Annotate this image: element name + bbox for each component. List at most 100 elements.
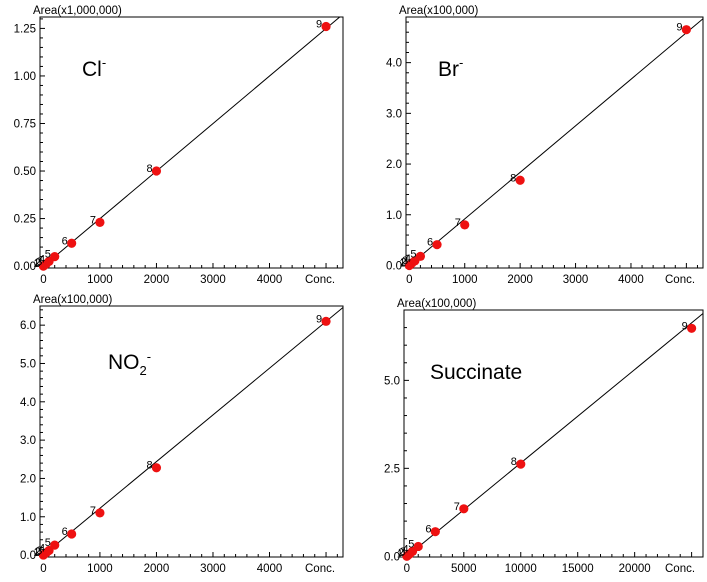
y-tick-label: 1.00 [14, 71, 36, 83]
point-label-8: 8 [510, 172, 516, 184]
data-point-6 [67, 238, 77, 248]
data-point-7 [460, 220, 470, 230]
analyte-label: NO2- [108, 349, 151, 378]
plot-frame [405, 16, 704, 269]
point-label-5: 5 [408, 538, 414, 550]
y-tick-label: 3.0 [20, 435, 36, 447]
chart-bromide: Area(x100,000)Conc.0 1000 2000 3000 40000.01… [386, 5, 704, 286]
data-point-8 [515, 175, 525, 185]
calibration-line [405, 313, 703, 557]
analyte-label: Cl- [82, 55, 106, 81]
y-axis-title: Area(x1,000,000) [33, 5, 122, 17]
y-tick-label: 6.0 [20, 320, 36, 332]
x-tick-label: 0 [40, 274, 46, 286]
y-axis-title: Area(x100,000) [397, 298, 476, 310]
plot-frame [39, 305, 344, 558]
point-label-9: 9 [676, 22, 682, 34]
point-label-5: 5 [45, 537, 51, 549]
point-label-1: 1 [397, 548, 403, 560]
data-point-8 [516, 459, 526, 469]
x-tick-label: 4000 [618, 274, 644, 286]
x-tick-label: 15000 [562, 563, 594, 575]
point-label-7: 7 [455, 217, 461, 229]
y-tick-label: 2.0 [20, 473, 36, 485]
point-label-4: 4 [39, 253, 45, 265]
y-axis-title: Area(x100,000) [33, 294, 112, 306]
analyte-name: Cl [82, 58, 102, 81]
analyte-name: Br [438, 58, 459, 81]
point-label-9: 9 [682, 320, 688, 332]
y-tick-label: 1.25 [14, 23, 36, 35]
point-label-3: 3 [402, 255, 408, 267]
point-label-7: 7 [90, 214, 96, 226]
panel-chloride: Area(x1,000,000) Conc. 0 1000 2000 3000 4000 0.… [0, 5, 353, 288]
data-point-9 [687, 323, 697, 333]
point-label-6: 6 [427, 237, 433, 249]
analyte-charge: - [459, 55, 463, 70]
x-axis-title: Conc. [665, 563, 695, 575]
analyte-name: NO [108, 351, 140, 374]
x-tick-label: 2000 [507, 274, 533, 286]
y-tick-label: 0.0 [384, 551, 400, 563]
point-label-2: 2 [35, 257, 41, 269]
data-point-7 [459, 504, 469, 514]
chart-chloride: Area(x1,000,000) Conc. 0 1000 2000 3000 4000 0.… [14, 5, 344, 286]
point-label-6: 6 [425, 524, 431, 536]
x-tick-label: 2000 [144, 274, 170, 286]
analyte-charge: - [147, 349, 151, 364]
point-label-2: 2 [35, 546, 41, 558]
x-tick-label: 20000 [619, 563, 651, 575]
point-label-5: 5 [45, 249, 51, 261]
data-point-8 [151, 463, 162, 473]
plot-frame [403, 309, 704, 558]
x-tick-label: 4000 [257, 274, 283, 286]
y-tick-label: 4.0 [386, 58, 402, 70]
point-label-7: 7 [454, 501, 460, 513]
y-tick-label: 1.0 [386, 210, 402, 222]
point-label-2: 2 [398, 547, 404, 559]
point-label-7: 7 [90, 505, 96, 517]
y-tick-label: 0.50 [14, 166, 36, 178]
chart-nitrite: Area(x100,000)Conc.0 1000 2000 3000 40000.01… [20, 294, 344, 575]
x-tick-label: 5000 [451, 563, 477, 575]
x-axis-title: Conc. [305, 274, 335, 286]
chart-succinate: Area(x100,000) Conc. 0 5000 10000 15000 20000 0… [384, 298, 704, 575]
data-point-9 [321, 21, 331, 32]
point-label-8: 8 [511, 456, 517, 468]
point-label-9: 9 [316, 19, 322, 31]
y-tick-label: 5.0 [384, 375, 400, 387]
point-label-3: 3 [36, 545, 42, 557]
x-tick-label: 3000 [200, 563, 226, 575]
data-point-9 [681, 25, 691, 35]
point-label-3: 3 [400, 546, 406, 558]
x-tick-label: 10000 [505, 563, 537, 575]
point-label-1: 1 [33, 547, 39, 559]
x-tick-label: 4000 [257, 563, 283, 575]
x-tick-label: 0 [406, 274, 412, 286]
data-point-7 [95, 508, 105, 518]
point-label-9: 9 [316, 313, 322, 325]
data-point-5 [415, 251, 426, 261]
panel-nitrite: Area(x100,000) Conc. 0 1000 2000 3000 4000 0.0 1… [0, 294, 353, 582]
y-tick-label: 2.0 [386, 159, 402, 171]
analyte-subscript: 2 [140, 363, 147, 378]
x-tick-label: 2000 [144, 563, 170, 575]
x-axis-title: Conc. [305, 563, 335, 575]
point-label-6: 6 [62, 526, 68, 538]
analyte-label: Br- [438, 55, 463, 81]
calibration-line [40, 307, 343, 557]
point-label-3: 3 [36, 256, 42, 268]
y-tick-label: 3.0 [386, 108, 402, 120]
data-point-5 [413, 541, 423, 552]
point-label-1: 1 [399, 257, 405, 269]
point-label-1: 1 [33, 258, 39, 270]
data-point-7 [95, 217, 105, 227]
y-tick-label: 4.0 [20, 397, 36, 409]
data-point-6 [432, 240, 442, 250]
point-label-8: 8 [146, 460, 152, 472]
data-point-5 [50, 251, 60, 262]
x-tick-label: 0 [404, 563, 410, 575]
point-label-4: 4 [403, 543, 409, 555]
point-label-6: 6 [62, 235, 68, 247]
